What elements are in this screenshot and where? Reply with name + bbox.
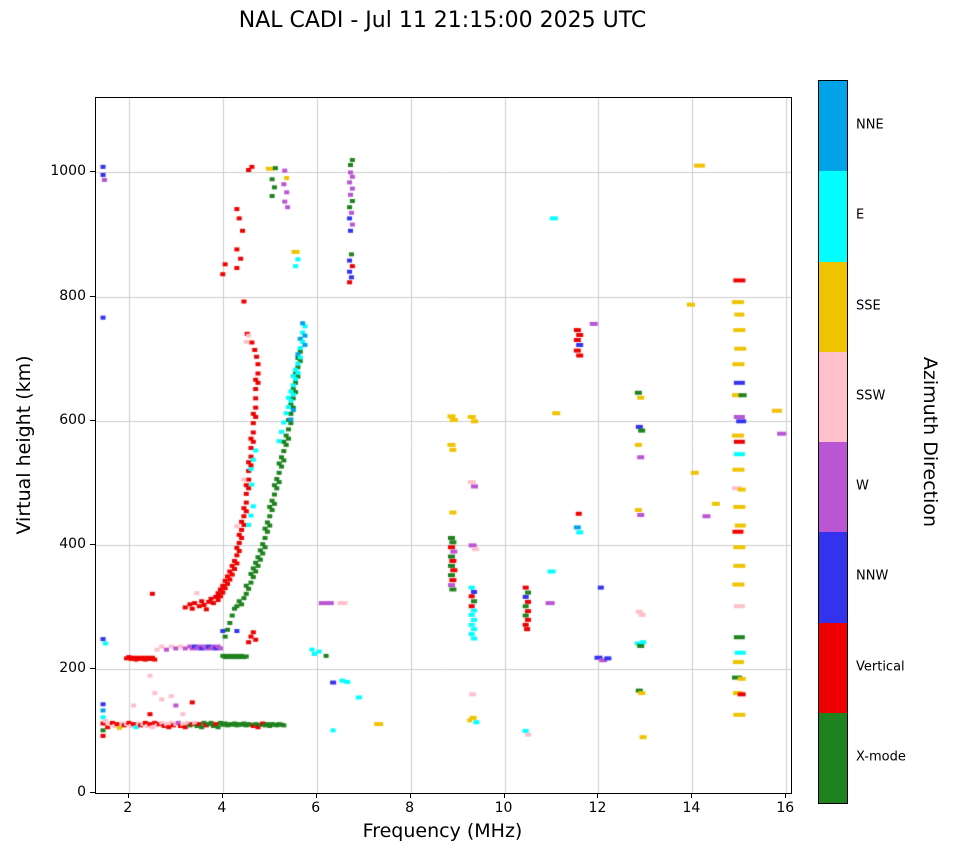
colorbar-label-w: W — [856, 478, 869, 494]
colorbar-label-vertical: Vertical — [856, 659, 905, 675]
colorbar-label-x-mode: X-mode — [856, 749, 906, 765]
x-tick-mark — [785, 793, 786, 798]
x-tick-label: 16 — [776, 800, 795, 816]
x-tick-label: 12 — [588, 800, 607, 816]
plot-area — [95, 97, 792, 794]
x-tick-mark — [410, 793, 411, 798]
colorbar-segment-w — [819, 442, 847, 533]
y-tick-mark — [90, 420, 95, 421]
y-tick-mark — [90, 171, 95, 172]
colorbar — [818, 80, 848, 804]
x-tick-label: 8 — [405, 800, 415, 816]
x-tick-label: 2 — [123, 800, 133, 816]
colorbar-segment-vertical — [819, 622, 847, 713]
x-tick-label: 10 — [494, 800, 513, 816]
chart-title: NAL CADI - Jul 11 21:15:00 2025 UTC — [238, 8, 647, 33]
x-tick-mark — [691, 793, 692, 798]
y-tick-label: 200 — [59, 659, 86, 676]
colorbar-label-nnw: NNW — [856, 568, 889, 584]
x-tick-label: 14 — [682, 800, 701, 816]
y-tick-mark — [90, 792, 95, 793]
y-tick-mark — [90, 296, 95, 297]
x-axis-label: Frequency (MHz) — [362, 820, 523, 842]
x-tick-mark — [316, 793, 317, 798]
y-tick-label: 1000 — [50, 163, 86, 180]
colorbar-segment-nnw — [819, 532, 847, 623]
colorbar-segment-sse — [819, 261, 847, 352]
y-tick-label: 600 — [59, 411, 86, 428]
colorbar-label-nne: NNE — [856, 117, 884, 133]
y-tick-mark — [90, 544, 95, 545]
x-tick-mark — [504, 793, 505, 798]
colorbar-segment-e — [819, 171, 847, 262]
x-tick-label: 6 — [311, 800, 321, 816]
colorbar-segment-ssw — [819, 351, 847, 442]
y-tick-label: 400 — [59, 535, 86, 552]
colorbar-label-sse: SSE — [856, 298, 881, 314]
colorbar-axis-label: Azimuth Direction — [919, 356, 941, 528]
y-tick-label: 0 — [77, 784, 86, 800]
y-axis-label: Virtual height (km) — [13, 355, 35, 535]
y-tick-label: 800 — [59, 287, 86, 304]
colorbar-segment-nne — [819, 81, 847, 172]
colorbar-label-ssw: SSW — [856, 388, 886, 404]
x-tick-mark — [597, 793, 598, 798]
colorbar-label-e: E — [856, 207, 865, 223]
x-tick-mark — [222, 793, 223, 798]
plot-canvas — [96, 98, 791, 793]
x-tick-mark — [128, 793, 129, 798]
y-tick-mark — [90, 668, 95, 669]
colorbar-segment-x-mode — [819, 712, 847, 803]
x-tick-label: 4 — [217, 800, 227, 816]
